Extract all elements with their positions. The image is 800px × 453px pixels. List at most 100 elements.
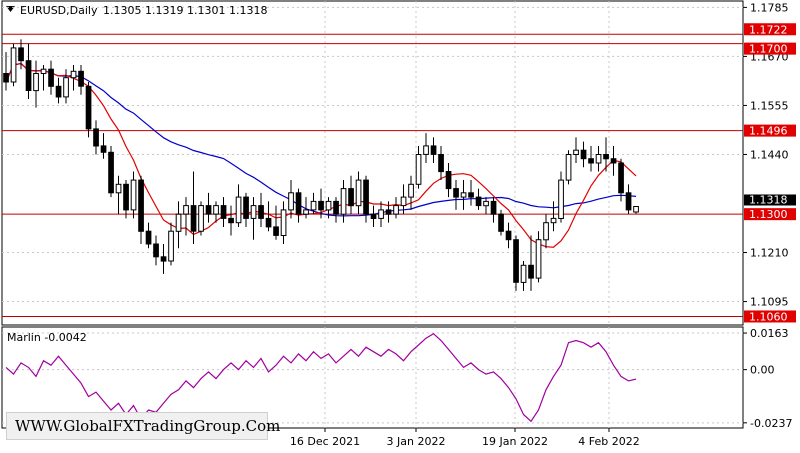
current-price-tag — [744, 194, 796, 206]
candle-body — [33, 73, 39, 92]
candle — [70, 64, 77, 91]
candle — [3, 52, 9, 91]
candle — [303, 197, 309, 219]
candle-body — [190, 205, 197, 232]
candle — [378, 201, 384, 227]
candle-body — [378, 209, 384, 219]
candle — [198, 201, 204, 236]
candle-body — [168, 230, 174, 262]
candle — [115, 175, 122, 215]
candle-body — [475, 196, 482, 207]
candle-body — [265, 217, 272, 228]
candle — [108, 145, 114, 198]
candle — [535, 231, 542, 283]
candle — [243, 192, 249, 227]
candle — [490, 197, 497, 223]
level-price-tag — [744, 208, 796, 221]
time-axis-label: 3 Jan 2022 — [387, 435, 446, 448]
candle — [250, 197, 257, 240]
candle-body — [183, 205, 189, 215]
candle — [370, 205, 377, 227]
candle-body — [10, 47, 17, 83]
level-price-tag-label: 1.1700 — [749, 43, 788, 56]
candle-body — [453, 188, 459, 198]
candle-body — [93, 128, 99, 147]
candle — [498, 209, 504, 236]
level-price-tag-label: 1.1300 — [749, 208, 788, 221]
candle-body — [430, 145, 437, 155]
candle-body — [18, 47, 24, 62]
candle — [168, 222, 174, 266]
candle — [40, 64, 47, 91]
candle — [325, 197, 332, 219]
candle — [550, 201, 557, 232]
candle — [445, 163, 452, 198]
candle — [130, 171, 137, 219]
candle — [228, 205, 234, 236]
candle — [355, 171, 362, 215]
candle — [213, 201, 219, 223]
candle — [415, 145, 422, 189]
candle — [610, 145, 617, 176]
candle-body — [528, 264, 534, 279]
candle-body — [490, 200, 497, 215]
candle-body — [25, 60, 32, 91]
candle — [475, 188, 482, 210]
candle-body — [228, 217, 234, 224]
candle — [618, 158, 624, 202]
candle-body — [250, 205, 257, 219]
candle-body — [535, 239, 542, 279]
candle — [505, 222, 512, 249]
candle — [400, 184, 407, 215]
candle — [78, 64, 84, 95]
symbol-timeframe-label: EURUSD,Daily — [20, 4, 98, 17]
candle — [513, 235, 519, 291]
candle-body — [348, 188, 354, 207]
candle — [25, 43, 32, 100]
candle-body — [198, 205, 204, 232]
candle-body — [483, 200, 489, 207]
candle-body — [565, 154, 572, 181]
level-price-tag — [744, 310, 796, 323]
candle-body — [280, 209, 287, 236]
candle — [573, 137, 579, 163]
candle — [205, 192, 212, 223]
indicator-frame — [1, 326, 744, 429]
candle-body — [595, 154, 602, 164]
candle-body — [70, 70, 77, 79]
candle — [55, 77, 62, 104]
candle-body — [325, 200, 332, 211]
candle-body — [633, 206, 639, 213]
candle-body — [333, 200, 339, 215]
level-price-tag — [744, 23, 796, 36]
level-price-tag-label: 1.1060 — [749, 310, 788, 323]
candle-body — [310, 200, 317, 211]
candle-body — [460, 192, 467, 198]
candle — [460, 180, 467, 210]
candle-body — [160, 256, 167, 262]
candle-body — [550, 217, 557, 224]
marlin-indicator-line — [5, 332, 637, 423]
candle — [33, 60, 39, 108]
time-axis-label: 16 Dec 2021 — [290, 435, 360, 448]
candle-body — [303, 209, 309, 215]
candle-body — [295, 192, 302, 215]
candle-body — [153, 243, 159, 258]
candle — [453, 180, 459, 210]
candle-body — [603, 154, 609, 160]
candle — [280, 201, 287, 244]
candle-body — [40, 68, 47, 74]
candle-body — [48, 68, 54, 87]
candle — [385, 201, 392, 223]
candle-body — [130, 179, 137, 211]
candle-body — [468, 192, 474, 198]
candle — [565, 150, 572, 185]
candle — [48, 60, 54, 95]
candle-body — [205, 205, 212, 215]
candle — [123, 180, 129, 219]
candle-body — [370, 213, 377, 219]
candle-body — [505, 230, 512, 241]
candle-body — [123, 183, 129, 211]
candle-body — [625, 192, 632, 211]
